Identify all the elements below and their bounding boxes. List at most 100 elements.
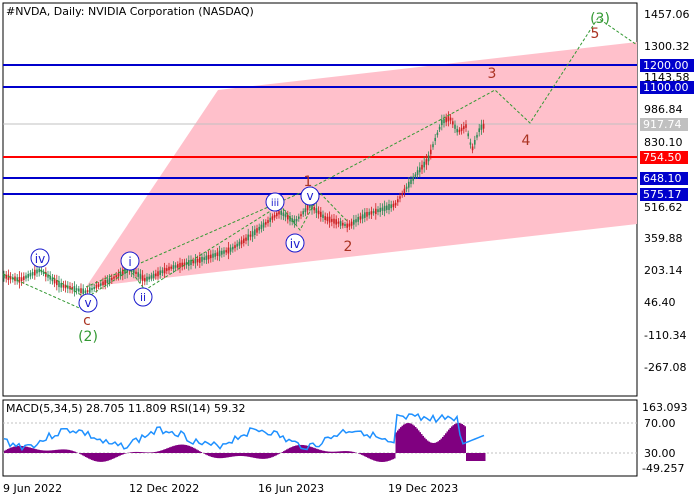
macd-bar — [326, 451, 328, 453]
macd-bar — [233, 453, 235, 457]
candle-body — [452, 121, 454, 125]
macd-bar — [277, 453, 279, 455]
macd-bar — [419, 432, 421, 453]
macd-bar — [260, 453, 262, 459]
macd-bar — [239, 453, 241, 456]
macd-bar — [422, 435, 424, 453]
macd-bar — [479, 453, 481, 461]
macd-bar — [122, 453, 124, 455]
candle-body — [421, 164, 423, 170]
macd-bar — [425, 439, 427, 453]
candle-body — [419, 167, 421, 173]
candle-body — [370, 211, 373, 215]
svg-text:648.10: 648.10 — [643, 172, 682, 185]
macd-bar — [37, 449, 39, 453]
macd-bar — [176, 445, 178, 453]
price-axis-label: 986.84 — [644, 103, 683, 116]
macd-bar — [428, 441, 430, 453]
candle-body — [295, 218, 298, 222]
candle-body — [394, 202, 397, 206]
candle-body — [300, 214, 302, 217]
macd-bar — [134, 451, 136, 453]
macd-bar — [103, 453, 105, 462]
macd-bar — [269, 453, 271, 458]
macd-bar — [389, 453, 391, 461]
svg-text:ii: ii — [140, 291, 146, 304]
macd-bar — [370, 453, 372, 460]
macd-bar — [223, 453, 225, 458]
candle-body — [478, 128, 480, 133]
price-axis-label: 1300.32 — [644, 40, 690, 53]
candle-body — [236, 243, 238, 247]
macd-bar — [481, 453, 483, 461]
svg-text:575.17: 575.17 — [643, 188, 682, 201]
macd-bar — [62, 449, 64, 453]
candle-body — [258, 226, 260, 231]
macd-bar — [46, 450, 48, 453]
candle-body — [137, 272, 139, 277]
candle-body — [271, 216, 274, 220]
candle-body — [144, 278, 146, 282]
wave-label-i: i — [120, 251, 140, 271]
macd-bar — [68, 449, 70, 453]
candle-body — [335, 219, 337, 225]
candle-body — [447, 116, 450, 122]
macd-bar — [170, 446, 172, 453]
candle-body — [377, 209, 379, 213]
macd-bar — [328, 451, 330, 453]
price-tag-1200: 1200.00 — [640, 59, 694, 72]
macd-bar — [286, 449, 288, 453]
macd-bar — [98, 453, 100, 462]
macd-bar — [115, 453, 117, 458]
macd-bar — [365, 453, 367, 458]
candle-body — [353, 219, 355, 225]
svg-text:v: v — [84, 296, 91, 310]
macd-bar — [28, 447, 30, 453]
candle-body — [320, 211, 322, 217]
macd-bar — [361, 453, 363, 455]
macd-bar — [376, 453, 378, 462]
candle-body — [298, 216, 300, 219]
macd-bar — [166, 448, 168, 453]
macd-bar — [161, 450, 163, 453]
candle-body — [207, 255, 210, 260]
candle-body — [465, 124, 467, 128]
candle-body — [47, 274, 49, 278]
candle-body — [172, 265, 175, 270]
macd-bar — [50, 450, 52, 453]
macd-bar — [449, 427, 451, 453]
macd-bar — [350, 451, 352, 453]
candle-body — [243, 238, 245, 244]
candle-body — [157, 271, 159, 277]
candle-body — [273, 215, 276, 218]
candle-body — [456, 128, 458, 133]
macd-bar — [220, 453, 222, 459]
macd-bar — [331, 451, 333, 453]
macd-bar — [131, 452, 133, 453]
macd-histogram — [4, 423, 486, 462]
candle-body — [106, 279, 109, 283]
macd-bar — [445, 433, 447, 453]
macd-bar — [229, 453, 231, 458]
macd-bar — [295, 445, 297, 453]
candle-body — [368, 211, 370, 216]
indicator-axis-label: 70.00 — [644, 417, 676, 430]
candle-body — [97, 284, 100, 288]
macd-bar — [464, 426, 466, 453]
macd-bar — [437, 441, 439, 453]
macd-bar — [253, 453, 255, 458]
candle-body — [155, 273, 157, 277]
candle-body — [104, 279, 106, 285]
macd-bar — [430, 442, 432, 453]
macd-bar — [209, 453, 211, 457]
macd-bar — [421, 434, 423, 453]
macd-bar — [154, 452, 156, 453]
macd-bar — [397, 430, 399, 453]
macd-bar — [455, 423, 457, 453]
candle-body — [199, 257, 201, 263]
macd-bar — [469, 453, 471, 461]
candle-body — [108, 277, 111, 283]
wave-label-iv-left: iv — [30, 248, 50, 268]
svg-text:iv: iv — [35, 252, 45, 266]
